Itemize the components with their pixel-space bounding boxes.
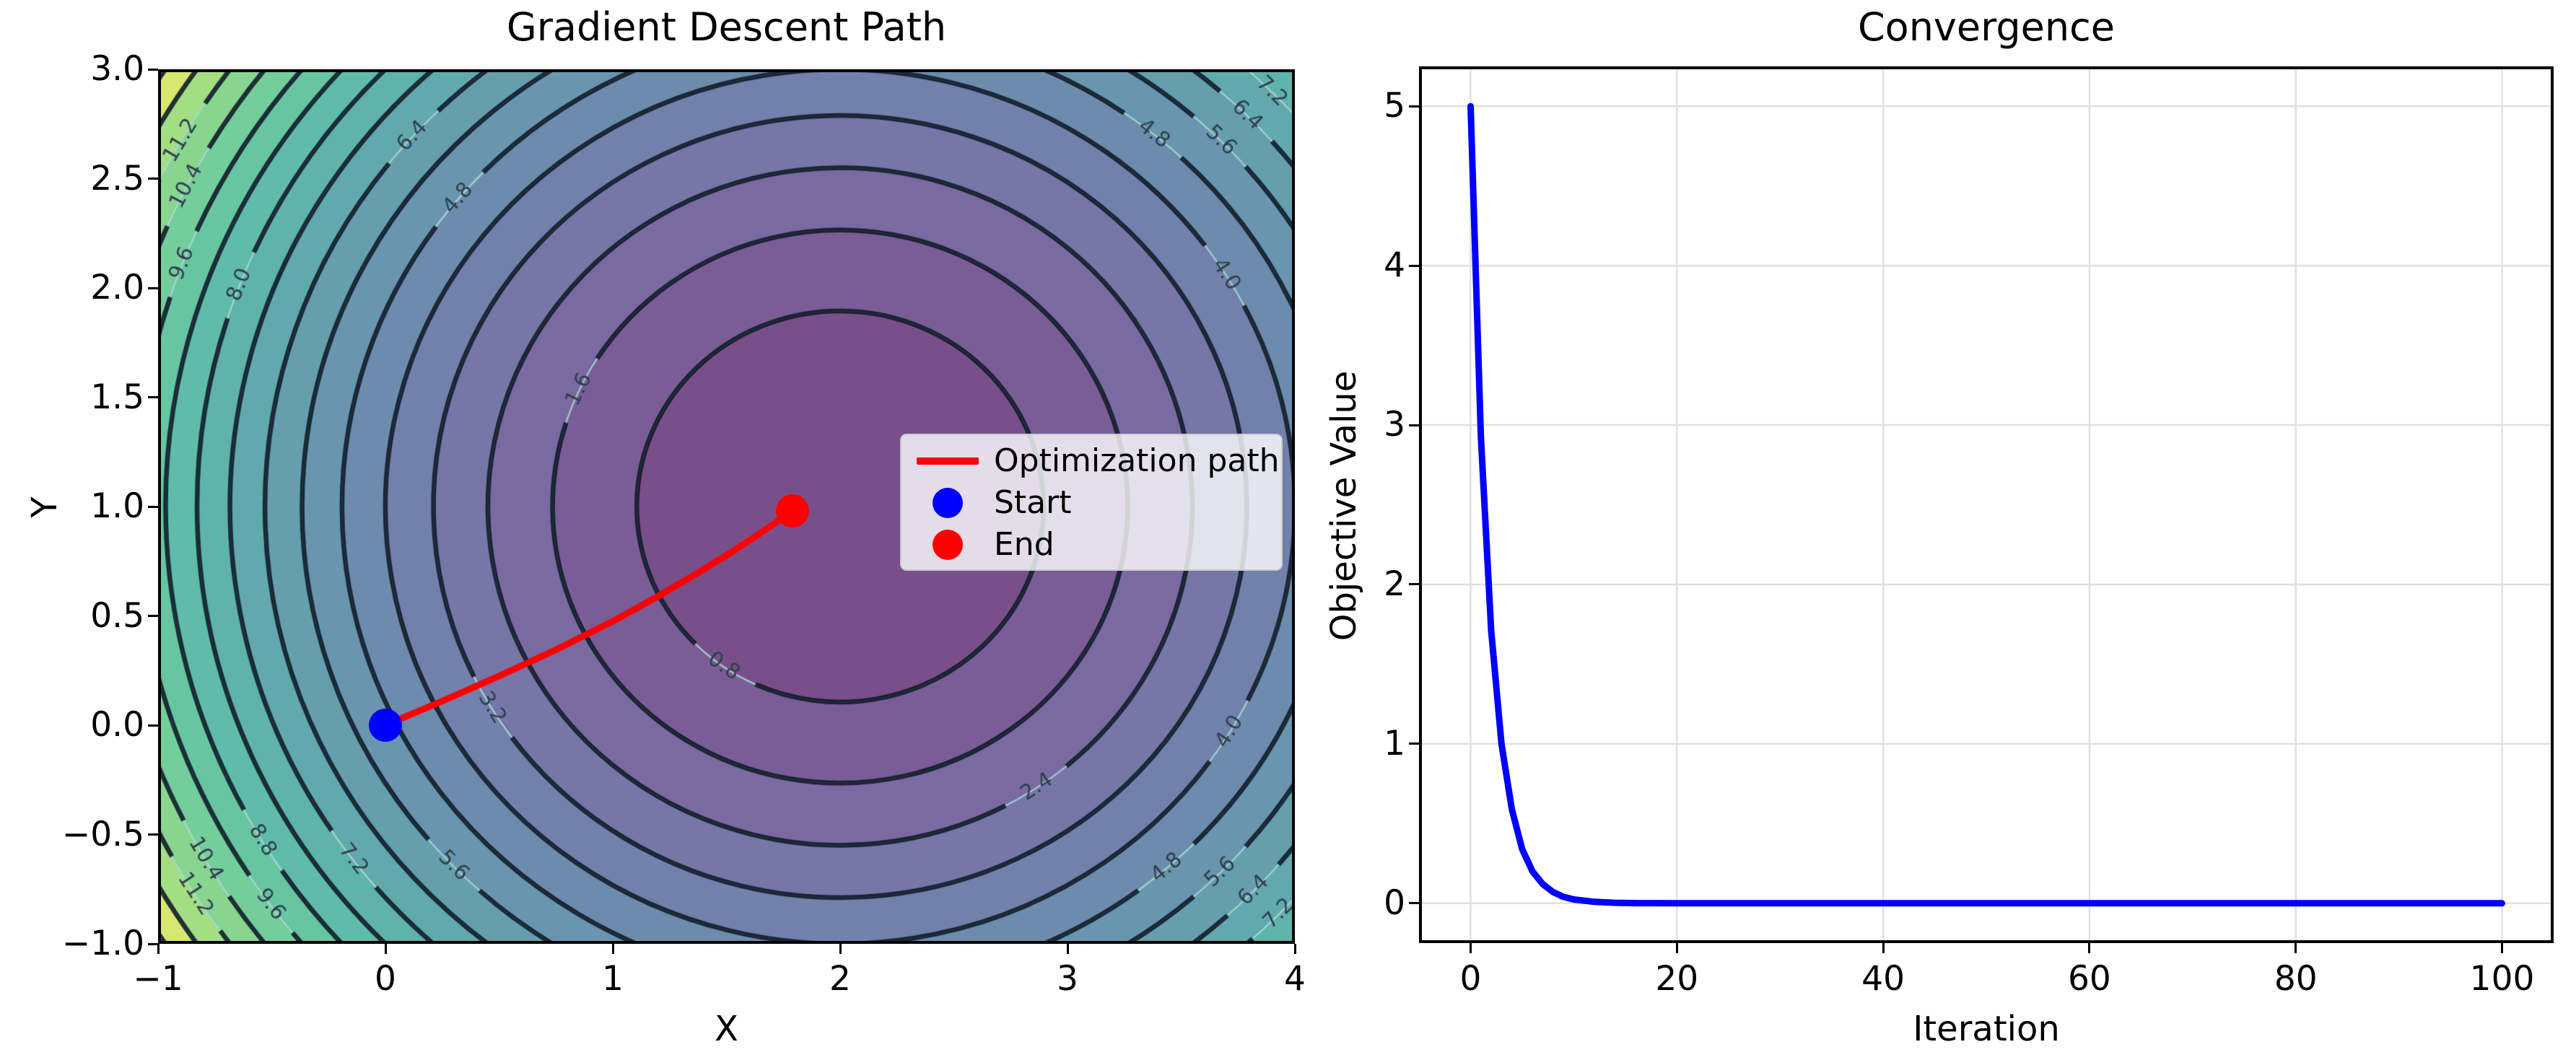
- x-tick-mark: [1293, 944, 1296, 954]
- y-tick-mark: [1409, 583, 1419, 586]
- y-tick-mark: [148, 68, 158, 71]
- y-tick-label: 2.0: [90, 268, 144, 307]
- legend-swatch-zone: [901, 530, 994, 560]
- x-tick-mark: [2501, 943, 2504, 953]
- legend-swatch-zone: [901, 457, 994, 465]
- right-plot-title: Convergence: [1857, 4, 2116, 50]
- left-plot-title: Gradient Descent Path: [506, 4, 947, 50]
- y-tick-mark: [148, 505, 158, 508]
- legend-item-end: End: [901, 524, 1281, 566]
- legend-label: Start: [994, 484, 1072, 521]
- y-tick-label: −1.0: [61, 924, 144, 963]
- y-tick-label: 1.5: [90, 377, 144, 417]
- legend-line-swatch: [917, 457, 979, 465]
- x-tick-label: 100: [2469, 959, 2535, 999]
- x-tick-label: 0: [1459, 959, 1482, 999]
- legend-label: Optimization path: [994, 442, 1280, 479]
- x-tick-mark: [384, 944, 387, 954]
- x-tick-label: 60: [2068, 959, 2111, 999]
- x-tick-mark: [1882, 943, 1885, 953]
- y-tick-label: 1: [1384, 723, 1405, 763]
- x-tick-label: 4: [1284, 959, 1306, 999]
- right-yaxis-label: Objective Value: [1324, 370, 1364, 641]
- y-tick-mark: [1409, 902, 1419, 905]
- x-tick-mark: [839, 944, 842, 954]
- right-xaxis-label: Iteration: [1913, 1009, 2060, 1049]
- x-tick-label: 2: [829, 959, 851, 999]
- x-tick-mark: [1675, 943, 1678, 953]
- end-marker: [775, 494, 809, 528]
- y-tick-mark: [148, 286, 158, 289]
- x-tick-label: 80: [2274, 959, 2318, 999]
- x-tick-label: 3: [1057, 959, 1078, 999]
- y-tick-label: 3: [1384, 405, 1405, 445]
- x-tick-label: 40: [1861, 959, 1905, 999]
- start-marker: [369, 709, 402, 742]
- x-tick-mark: [2295, 943, 2297, 953]
- x-tick-mark: [1469, 943, 1472, 953]
- y-tick-label: 0: [1384, 882, 1405, 923]
- y-tick-label: 2: [1384, 564, 1405, 604]
- x-tick-mark: [611, 944, 614, 954]
- y-tick-label: 1.0: [90, 486, 144, 526]
- x-tick-label: −1: [133, 959, 183, 999]
- y-tick-label: −0.5: [61, 814, 144, 854]
- legend: Optimization path Start End: [900, 434, 1283, 571]
- left-xaxis-label: X: [715, 1009, 738, 1049]
- legend-dot-swatch-start: [933, 488, 963, 518]
- legend-item-start: Start: [901, 482, 1281, 524]
- x-tick-mark: [157, 944, 160, 954]
- y-tick-mark: [148, 396, 158, 398]
- y-tick-mark: [1409, 743, 1419, 745]
- y-tick-mark: [1409, 264, 1419, 267]
- y-tick-mark: [148, 178, 158, 180]
- y-tick-label: 3.0: [90, 49, 144, 89]
- x-tick-label: 20: [1655, 959, 1699, 999]
- x-tick-mark: [1066, 944, 1069, 954]
- y-tick-label: 0.5: [90, 595, 144, 636]
- y-tick-mark: [1409, 105, 1419, 108]
- x-tick-mark: [2088, 943, 2091, 953]
- x-tick-label: 0: [375, 959, 396, 999]
- y-tick-label: 5: [1384, 86, 1405, 126]
- legend-label: End: [994, 526, 1055, 563]
- legend-item-optimization-path: Optimization path: [901, 440, 1281, 482]
- objective-line: [1467, 102, 2505, 907]
- convergence-plot-svg: [1419, 66, 2554, 943]
- x-tick-label: 1: [602, 959, 624, 999]
- y-tick-label: 4: [1384, 245, 1405, 286]
- y-tick-mark: [1409, 424, 1419, 426]
- y-tick-label: 2.5: [90, 158, 144, 198]
- y-tick-mark: [148, 833, 158, 836]
- y-tick-mark: [148, 724, 158, 727]
- y-tick-mark: [148, 615, 158, 617]
- legend-dot-swatch-end: [933, 530, 963, 560]
- y-tick-mark: [148, 942, 158, 945]
- y-tick-label: 0.0: [90, 705, 144, 745]
- legend-swatch-zone: [901, 488, 994, 518]
